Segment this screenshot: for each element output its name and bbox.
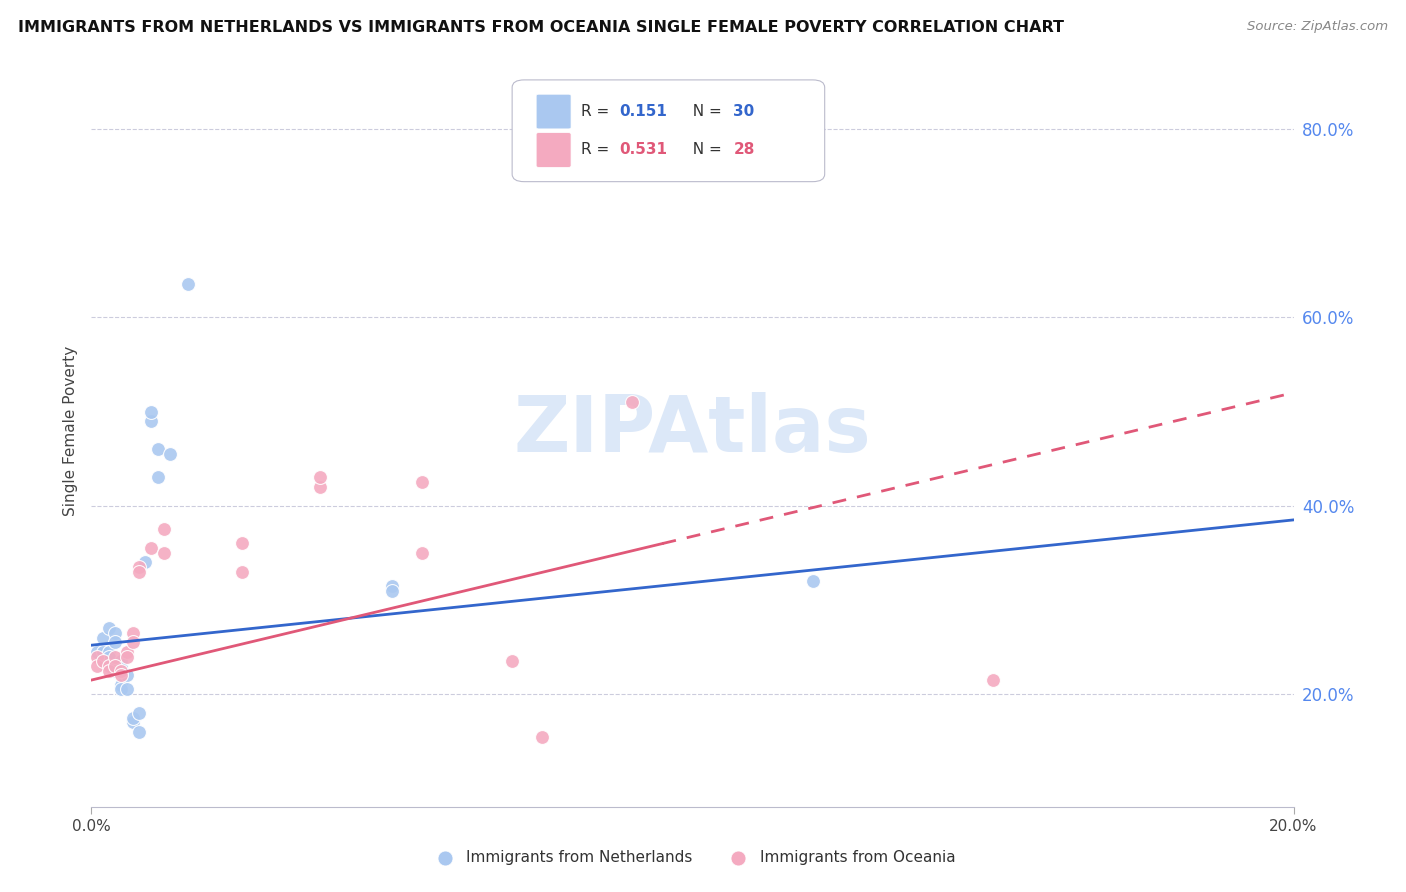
Point — [411, 546, 433, 560]
Point — [86, 645, 108, 659]
Text: IMMIGRANTS FROM NETHERLANDS VS IMMIGRANTS FROM OCEANIA SINGLE FEMALE POVERTY COR: IMMIGRANTS FROM NETHERLANDS VS IMMIGRANT… — [18, 20, 1064, 35]
Point — [110, 664, 132, 678]
Point — [110, 682, 132, 697]
Point — [93, 645, 115, 659]
Point — [98, 645, 121, 659]
Point — [122, 626, 145, 640]
Point — [110, 668, 132, 682]
Point — [141, 414, 163, 428]
Point — [621, 395, 644, 409]
Point — [117, 682, 139, 697]
Point — [104, 635, 127, 649]
Point — [122, 715, 145, 730]
Text: N =: N = — [683, 104, 727, 119]
Text: N =: N = — [683, 143, 727, 158]
Point — [117, 649, 139, 664]
Point — [98, 664, 121, 678]
Point — [308, 470, 330, 484]
Text: 0.151: 0.151 — [619, 104, 666, 119]
Text: 30: 30 — [734, 104, 755, 119]
Point — [104, 659, 127, 673]
Point — [117, 668, 139, 682]
Point — [128, 565, 150, 579]
Point — [93, 654, 115, 668]
Point — [110, 678, 132, 692]
Point — [152, 522, 174, 536]
Point — [110, 654, 132, 668]
Point — [98, 649, 121, 664]
Point — [176, 277, 198, 292]
Point — [381, 579, 404, 593]
Point — [801, 574, 824, 589]
FancyBboxPatch shape — [512, 80, 825, 182]
Point — [531, 730, 554, 744]
Point — [981, 673, 1004, 687]
Text: 28: 28 — [734, 143, 755, 158]
Point — [104, 626, 127, 640]
Point — [128, 706, 150, 720]
Point — [128, 724, 150, 739]
Text: ZIPAtlas: ZIPAtlas — [513, 392, 872, 468]
Point — [381, 583, 404, 598]
Point — [146, 470, 169, 484]
Point — [86, 649, 108, 664]
Point — [128, 560, 150, 574]
Point — [86, 659, 108, 673]
Point — [122, 635, 145, 649]
Point — [93, 631, 115, 645]
Point — [231, 565, 253, 579]
Point — [159, 447, 181, 461]
Text: 0.531: 0.531 — [619, 143, 666, 158]
Y-axis label: Single Female Poverty: Single Female Poverty — [63, 345, 79, 516]
Point — [98, 621, 121, 635]
Point — [117, 645, 139, 659]
Point — [141, 541, 163, 556]
Point — [104, 659, 127, 673]
Point — [411, 475, 433, 490]
Point — [98, 659, 121, 673]
Text: Source: ZipAtlas.com: Source: ZipAtlas.com — [1247, 20, 1388, 33]
Point — [141, 404, 163, 418]
Point — [501, 654, 523, 668]
Point — [104, 664, 127, 678]
Point — [308, 480, 330, 494]
FancyBboxPatch shape — [536, 133, 571, 168]
Point — [110, 659, 132, 673]
Point — [231, 536, 253, 550]
Text: R =: R = — [581, 104, 614, 119]
Point — [152, 546, 174, 560]
Legend: Immigrants from Netherlands, Immigrants from Oceania: Immigrants from Netherlands, Immigrants … — [423, 844, 962, 871]
Point — [122, 711, 145, 725]
Point — [104, 649, 127, 664]
Point — [146, 442, 169, 457]
Point — [134, 555, 156, 569]
FancyBboxPatch shape — [536, 95, 571, 129]
Text: R =: R = — [581, 143, 614, 158]
